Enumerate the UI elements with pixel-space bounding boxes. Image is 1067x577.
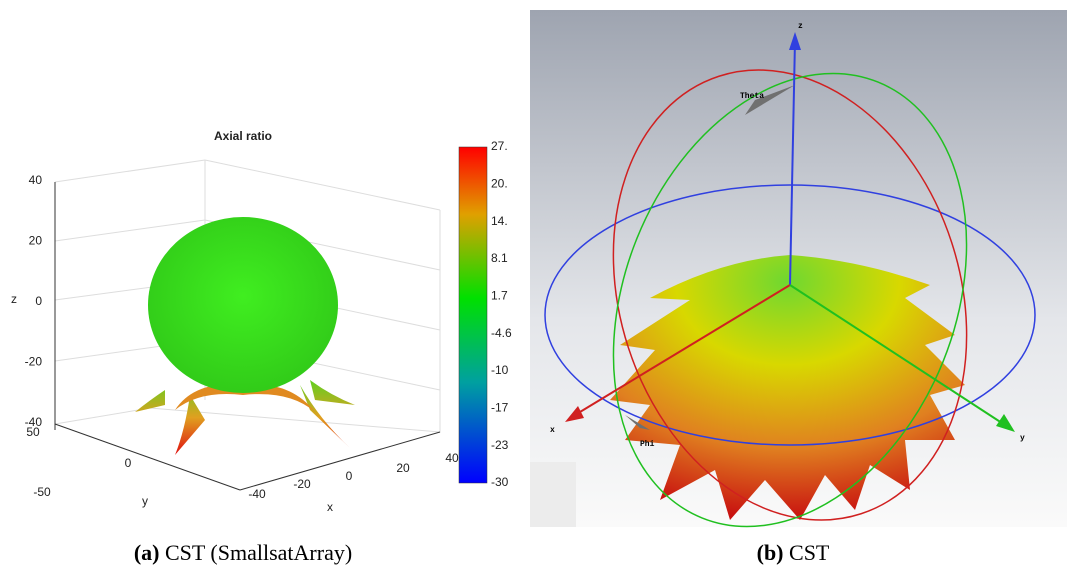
axis-label-z: z bbox=[798, 22, 803, 31]
x-axis bbox=[240, 432, 440, 490]
y-tick-label: -50 bbox=[33, 485, 51, 499]
y-tick-label: 0 bbox=[125, 456, 132, 470]
colorbar-tick-label: -10 bbox=[491, 363, 509, 377]
colorbar-tick-label: 20. bbox=[491, 177, 508, 191]
plot-title: Axial ratio bbox=[214, 129, 272, 143]
axis-label-phi: Phi bbox=[640, 440, 655, 449]
x-tick-label: -20 bbox=[293, 477, 311, 491]
x-tick-label: -40 bbox=[248, 487, 266, 501]
axis-label-y: y bbox=[1020, 434, 1025, 443]
grid-line bbox=[205, 160, 440, 210]
surface-sphere bbox=[148, 217, 338, 393]
y-axis-label: y bbox=[142, 494, 148, 508]
render-corner bbox=[530, 462, 576, 527]
z-axis-label: z bbox=[11, 292, 17, 306]
caption-text: CST bbox=[789, 540, 830, 565]
x-tick-label: 40 bbox=[445, 451, 459, 465]
caption-label: (a) bbox=[134, 540, 160, 565]
y-axis bbox=[55, 424, 240, 490]
z-tick-label: -20 bbox=[25, 355, 43, 369]
colorbar-tick-label: -30 bbox=[491, 475, 509, 489]
caption-b: (b) CST bbox=[757, 540, 830, 565]
colorbar-tick-label: 8.1 bbox=[491, 251, 508, 265]
x-tick-label: 20 bbox=[396, 461, 410, 475]
colorbar-tick-label: -17 bbox=[491, 401, 509, 415]
z-tick-label: 40 bbox=[29, 173, 43, 187]
z-tick-label: 20 bbox=[29, 234, 43, 248]
colorbar-tick-label: 14. bbox=[491, 214, 508, 228]
x-axis-label: x bbox=[327, 500, 333, 514]
caption-text: CST (SmallsatArray) bbox=[165, 540, 352, 565]
caption-a: (a) CST (SmallsatArray) bbox=[134, 540, 352, 565]
colorbar-tick-label: -4.6 bbox=[491, 326, 512, 340]
y-tick-label: 50 bbox=[26, 425, 40, 439]
axis-label-x: x bbox=[550, 426, 555, 435]
colorbar bbox=[459, 147, 487, 483]
colorbar-tick-label: -23 bbox=[491, 438, 509, 452]
caption-label: (b) bbox=[757, 540, 784, 565]
axis-label-theta: Theta bbox=[740, 92, 764, 101]
figure: Axial ratio z y x z Theta x Phi y (a) CS… bbox=[0, 0, 1067, 577]
colorbar-tick-label: 1.7 bbox=[491, 289, 508, 303]
z-tick-label: 0 bbox=[35, 294, 42, 308]
x-tick-label: 0 bbox=[346, 469, 353, 483]
grid-line bbox=[55, 160, 205, 182]
colorbar-tick-label: 27. bbox=[491, 139, 508, 153]
